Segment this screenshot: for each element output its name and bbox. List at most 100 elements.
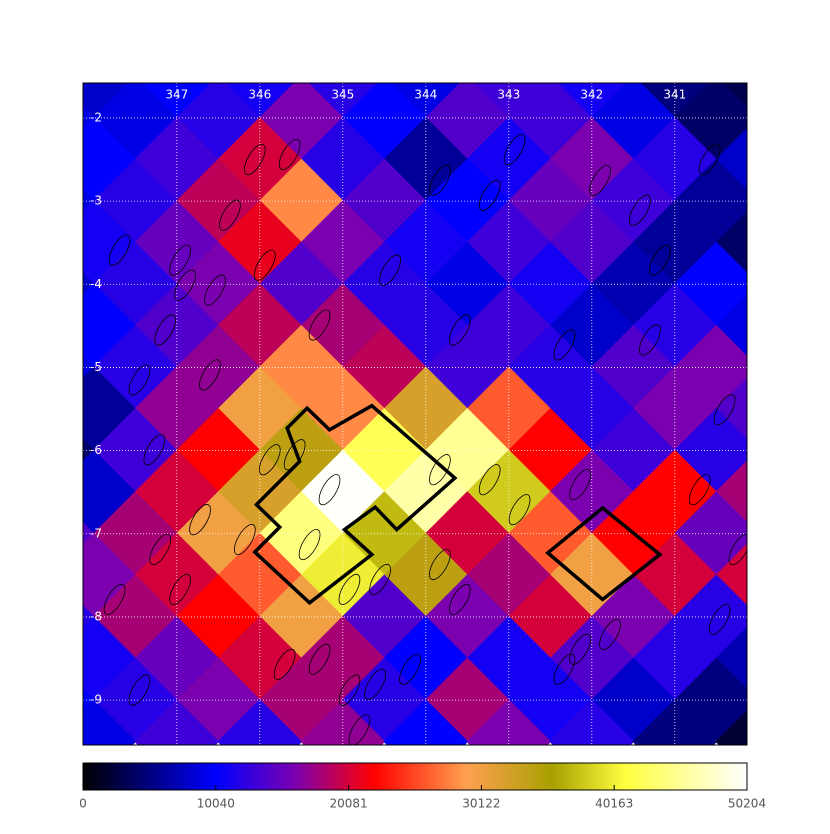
source bbox=[629, 194, 651, 226]
cell bbox=[83, 605, 95, 629]
cell bbox=[83, 355, 95, 380]
plot-frame bbox=[82, 82, 748, 746]
source bbox=[308, 643, 331, 675]
source bbox=[503, 133, 526, 166]
source bbox=[128, 364, 151, 396]
source bbox=[429, 164, 451, 196]
cell bbox=[715, 709, 747, 745]
cell bbox=[715, 210, 747, 275]
source bbox=[569, 633, 592, 665]
x-tick-label: 341 bbox=[663, 88, 686, 102]
cell bbox=[83, 189, 95, 213]
y-tick-label: -9 bbox=[90, 693, 102, 707]
colorbar bbox=[82, 762, 748, 791]
source bbox=[448, 314, 471, 346]
x-tick-label: 347 bbox=[165, 88, 188, 102]
source bbox=[154, 314, 177, 346]
cell bbox=[715, 543, 747, 608]
overlay bbox=[103, 133, 747, 745]
source bbox=[143, 434, 166, 466]
x-tick-label: 345 bbox=[331, 88, 354, 102]
x-tick-label: 346 bbox=[248, 88, 271, 102]
y-tick-label: -4 bbox=[90, 277, 102, 291]
source bbox=[298, 529, 321, 561]
y-tick-label: -6 bbox=[90, 443, 102, 457]
source bbox=[448, 583, 471, 615]
y-tick-label: -5 bbox=[90, 360, 102, 374]
x-tick-label: 344 bbox=[414, 88, 437, 102]
colorbar-tick-label: 20081 bbox=[329, 797, 367, 811]
source bbox=[338, 573, 361, 606]
y-tick-label: -3 bbox=[90, 194, 102, 208]
source bbox=[189, 504, 211, 536]
grid bbox=[83, 83, 747, 745]
source bbox=[688, 474, 711, 506]
source bbox=[364, 668, 387, 700]
y-tick-label: -8 bbox=[90, 609, 102, 623]
colorbar-tick-label: 40163 bbox=[595, 797, 633, 811]
source bbox=[273, 648, 296, 680]
y-tick-label: -7 bbox=[90, 526, 102, 540]
colorbar-tick-label: 10040 bbox=[197, 797, 235, 811]
x-tick-label: 342 bbox=[580, 88, 603, 102]
source bbox=[108, 234, 131, 266]
x-tick-label: 343 bbox=[497, 88, 520, 102]
source bbox=[318, 474, 341, 506]
source bbox=[698, 143, 721, 176]
source bbox=[369, 563, 391, 596]
source bbox=[708, 603, 731, 635]
source bbox=[128, 674, 151, 706]
cell bbox=[715, 460, 747, 524]
source bbox=[508, 494, 531, 526]
y-tick-label: -2 bbox=[90, 110, 102, 124]
cell bbox=[715, 294, 747, 358]
cell bbox=[83, 106, 95, 130]
map bbox=[83, 83, 747, 745]
cell bbox=[83, 272, 95, 296]
source bbox=[713, 394, 736, 426]
source bbox=[553, 653, 576, 685]
source bbox=[639, 324, 661, 356]
source bbox=[599, 618, 621, 650]
cell bbox=[83, 438, 95, 463]
source bbox=[219, 199, 241, 231]
source bbox=[278, 138, 301, 171]
cell bbox=[715, 626, 747, 691]
source bbox=[338, 674, 361, 706]
source bbox=[174, 269, 196, 301]
source bbox=[308, 309, 331, 341]
colorbar-tick-label: 50204 bbox=[728, 797, 766, 811]
source bbox=[253, 249, 276, 281]
source bbox=[649, 244, 671, 276]
cell bbox=[83, 688, 95, 712]
source bbox=[399, 653, 421, 685]
source bbox=[379, 254, 401, 286]
source bbox=[478, 179, 501, 211]
source bbox=[103, 583, 126, 615]
tick-labels: 347 346 345 344 343 342 341 -2 -3 -4 -5 -6 -7 -8 -9 bbox=[90, 88, 686, 707]
source bbox=[258, 444, 281, 476]
cell bbox=[83, 699, 137, 745]
source bbox=[204, 274, 226, 306]
cell bbox=[83, 522, 95, 546]
contour bbox=[545, 505, 663, 602]
colorbar-tick-label: 30122 bbox=[462, 797, 500, 811]
source bbox=[234, 524, 256, 556]
source bbox=[429, 548, 451, 581]
source bbox=[199, 359, 221, 391]
contour bbox=[252, 403, 458, 606]
source bbox=[478, 464, 501, 496]
source bbox=[243, 143, 266, 176]
cell bbox=[715, 127, 747, 192]
colorbar-tick-label: 0 bbox=[79, 797, 87, 811]
source bbox=[728, 534, 747, 566]
source bbox=[169, 244, 191, 276]
source bbox=[149, 534, 172, 566]
colorbar-labels: 0 10040 20081 30122 40163 50204 bbox=[79, 785, 766, 811]
source bbox=[169, 573, 191, 606]
source bbox=[429, 454, 451, 486]
source bbox=[283, 439, 306, 471]
source bbox=[553, 329, 576, 361]
source bbox=[569, 469, 592, 501]
